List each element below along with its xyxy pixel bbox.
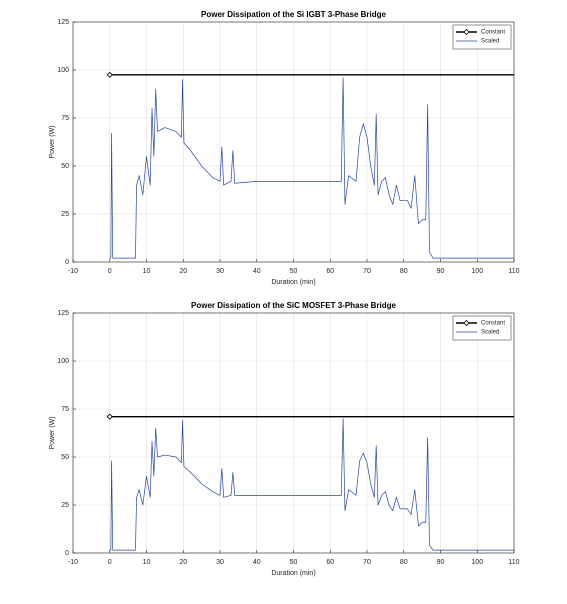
x-tick-label: 40 — [253, 559, 261, 566]
y-tick-label: 0 — [65, 550, 69, 557]
x-tick-label: -10 — [68, 268, 78, 275]
x-tick-label: 70 — [363, 268, 371, 275]
series-line — [109, 418, 514, 551]
x-tick-label: 80 — [400, 559, 408, 566]
y-axis-label: Power (W) — [49, 416, 56, 449]
x-tick-label: 90 — [437, 268, 445, 275]
legend-box — [452, 315, 512, 341]
chart-title: Power Dissipation of the SiC MOSFET 3-Ph… — [191, 301, 396, 310]
x-tick-label: 10 — [143, 268, 151, 275]
x-tick-label: 50 — [290, 268, 298, 275]
axes-box — [72, 312, 515, 554]
y-axis-label: Power (W) — [49, 125, 56, 158]
point-marker — [106, 413, 113, 420]
x-tick-label: 70 — [363, 559, 371, 566]
point-marker — [106, 71, 113, 78]
y-tick-label: 125 — [57, 19, 69, 26]
x-tick-label: 20 — [179, 559, 187, 566]
y-tick-label: 75 — [61, 406, 69, 413]
legend-label: Constant — [481, 30, 505, 36]
legend: Constant Scaled — [452, 24, 512, 50]
x-tick-label: 0 — [108, 559, 112, 566]
y-tick-label: 75 — [61, 115, 69, 122]
legend: Constant Scaled — [452, 315, 512, 341]
y-tick-label: 100 — [57, 67, 69, 74]
x-tick-label: 50 — [290, 559, 298, 566]
x-tick-label: 60 — [326, 559, 334, 566]
legend-label: Constant — [481, 321, 505, 327]
x-axis-label: Duration (min) — [271, 570, 315, 577]
chart-title: Power Dissipation of the Si IGBT 3-Phase… — [201, 10, 386, 19]
legend-label: Scaled — [481, 39, 499, 45]
y-tick-label: 25 — [61, 502, 69, 509]
y-tick-label: 100 — [57, 358, 69, 365]
y-tick-label: 50 — [61, 163, 69, 170]
x-tick-label: 110 — [508, 268, 519, 275]
y-tick-label: 0 — [65, 259, 69, 266]
legend-label: Scaled — [481, 330, 499, 336]
x-tick-label: 30 — [216, 268, 224, 275]
x-tick-label: 100 — [471, 559, 483, 566]
legend-marker — [463, 319, 470, 327]
y-tick-label: 125 — [57, 310, 69, 317]
x-tick-label: 80 — [400, 268, 408, 275]
x-tick-label: 20 — [179, 268, 187, 275]
x-tick-label: 110 — [508, 559, 519, 566]
x-tick-label: 60 — [326, 268, 334, 275]
x-tick-label: 0 — [108, 268, 112, 275]
subplot: -10 0 10 20 30 40 50 60 70 80 90 100 110 0 25 50 75 100 12… — [49, 301, 520, 577]
axes-box — [72, 21, 515, 263]
x-tick-label: -10 — [68, 559, 78, 566]
subplot: -10 0 10 20 30 40 50 60 70 80 90 100 110 0 25 50 75 100 12… — [49, 10, 520, 286]
x-tick-label: 100 — [471, 268, 483, 275]
y-tick-label: 25 — [61, 211, 69, 218]
x-tick-label: 90 — [437, 559, 445, 566]
y-tick-label: 50 — [61, 454, 69, 461]
series-line — [109, 77, 514, 259]
legend-marker — [463, 28, 470, 36]
x-tick-label: 30 — [216, 559, 224, 566]
legend-box — [452, 24, 512, 50]
x-axis-label: Duration (min) — [271, 279, 315, 286]
x-tick-label: 10 — [143, 559, 151, 566]
x-tick-label: 40 — [253, 268, 261, 275]
